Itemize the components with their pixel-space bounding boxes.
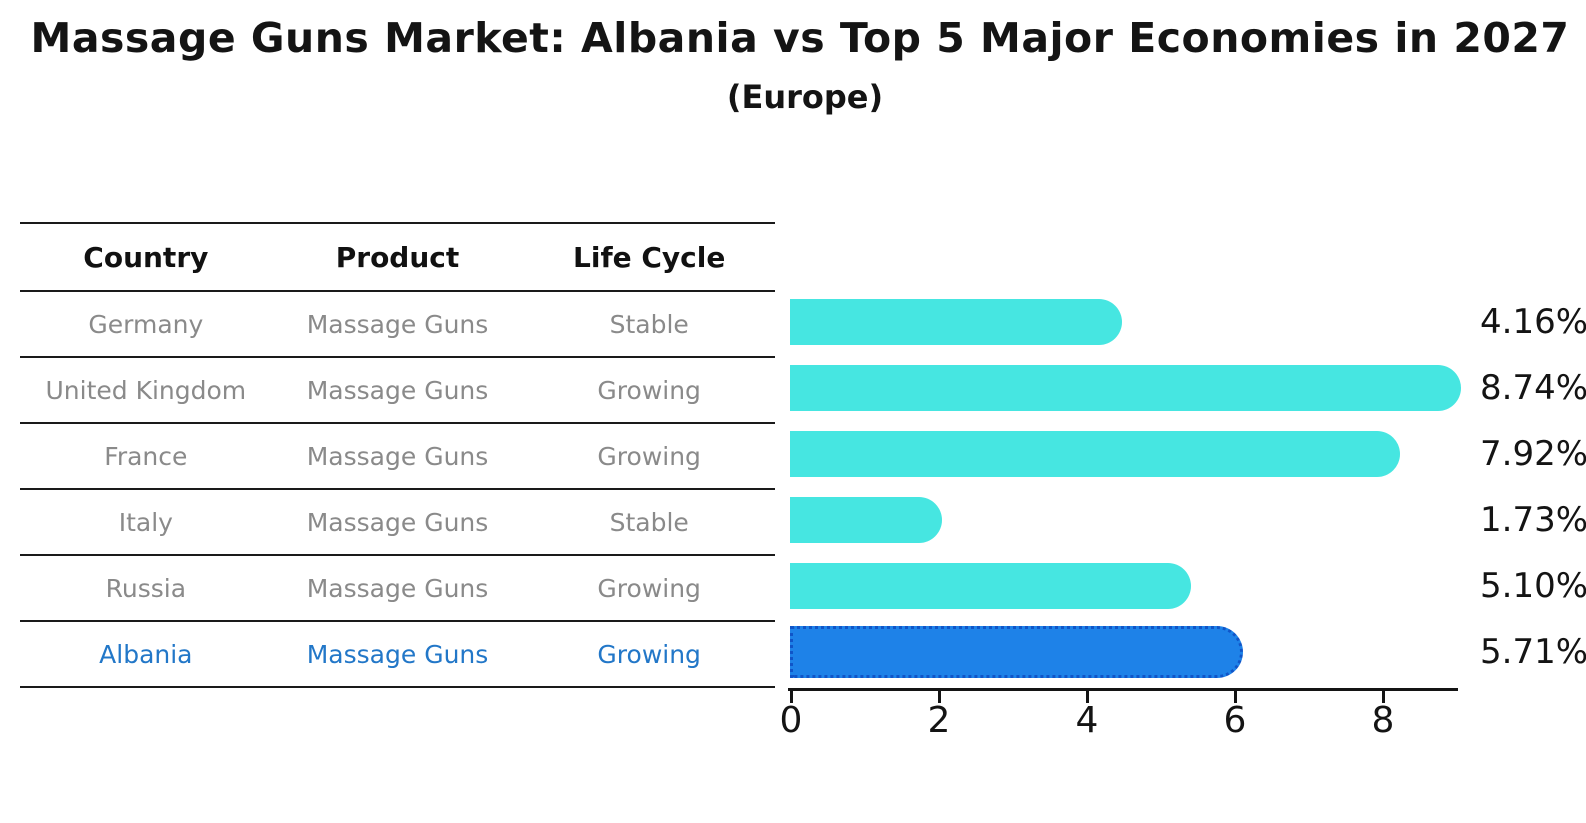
x-axis-tick-label: 2 bbox=[927, 700, 951, 741]
table-cell-country: Russia bbox=[105, 573, 187, 603]
bar-value-label: 8.74% bbox=[1480, 368, 1586, 408]
bar-value-label: 4.16% bbox=[1480, 302, 1586, 342]
table-cell-life-cycle: Growing bbox=[597, 639, 701, 669]
bar-slot bbox=[790, 487, 1490, 553]
table-cell-country: United Kingdom bbox=[45, 375, 247, 405]
table-cell-life-cycle: Growing bbox=[597, 573, 701, 603]
x-axis-tick-label: 4 bbox=[1075, 700, 1099, 741]
value-label-column: 4.16% 8.74% 7.92% 1.73% 5.10% 5.71% bbox=[1480, 289, 1586, 685]
table-row: Albania Massage Guns Growing bbox=[20, 622, 775, 688]
x-axis-tick-mark bbox=[790, 691, 793, 703]
x-axis-tick-mark bbox=[1086, 691, 1089, 703]
table-cell-country: Italy bbox=[118, 507, 173, 537]
table-header-row: Country Product Life Cycle bbox=[20, 222, 775, 292]
bar-united-kingdom bbox=[790, 365, 1461, 411]
table-row: France Massage Guns Growing bbox=[20, 424, 775, 490]
bar-slot bbox=[790, 355, 1490, 421]
table-cell-product: Massage Guns bbox=[306, 309, 489, 339]
x-axis-tick-mark bbox=[1382, 691, 1385, 703]
table-cell-country: France bbox=[104, 441, 188, 471]
bar-value-label: 5.10% bbox=[1480, 566, 1586, 606]
table-row: Italy Massage Guns Stable bbox=[20, 490, 775, 556]
x-axis-tick-mark bbox=[938, 691, 941, 703]
table-body: Germany Massage Guns Stable United Kingdom M… bbox=[20, 292, 775, 688]
column-header-product: Product bbox=[335, 240, 460, 274]
bar-chart-area bbox=[790, 289, 1490, 685]
bar-slot bbox=[790, 553, 1490, 619]
country-table: Country Product Life Cycle Germany Massag… bbox=[20, 222, 775, 688]
x-axis-tick-label: 6 bbox=[1223, 700, 1247, 741]
bar-france bbox=[790, 431, 1400, 477]
bar-germany bbox=[790, 299, 1122, 345]
table-cell-life-cycle: Growing bbox=[597, 441, 701, 471]
bar-value-label: 7.92% bbox=[1480, 434, 1586, 474]
chart-title: Massage Guns Market: Albania vs Top 5 Ma… bbox=[30, 14, 1570, 62]
table-cell-life-cycle: Stable bbox=[609, 507, 689, 537]
table-cell-product: Massage Guns bbox=[306, 375, 489, 405]
table-row: Germany Massage Guns Stable bbox=[20, 292, 775, 358]
table-row: United Kingdom Massage Guns Growing bbox=[20, 358, 775, 424]
column-header-life-cycle: Life Cycle bbox=[573, 240, 726, 274]
bar-value-label: 5.71% bbox=[1480, 632, 1586, 672]
table-cell-country: Germany bbox=[88, 309, 204, 339]
table-cell-product: Massage Guns bbox=[306, 573, 489, 603]
bar-italy bbox=[790, 497, 942, 543]
bar-russia bbox=[790, 563, 1191, 609]
bar-slot bbox=[790, 421, 1490, 487]
bar-slot bbox=[790, 289, 1490, 355]
chart-subtitle: (Europe) bbox=[726, 78, 884, 116]
x-axis-tick-label: 8 bbox=[1371, 700, 1395, 741]
table-cell-product: Massage Guns bbox=[306, 441, 489, 471]
table-row: Russia Massage Guns Growing bbox=[20, 556, 775, 622]
table-cell-life-cycle: Growing bbox=[597, 375, 701, 405]
table-cell-product: Massage Guns bbox=[306, 639, 489, 669]
bar-albania bbox=[790, 626, 1243, 678]
x-axis-tick-mark bbox=[1234, 691, 1237, 703]
x-axis-line bbox=[788, 688, 1458, 691]
table-cell-country: Albania bbox=[99, 639, 193, 669]
bar-slot bbox=[790, 619, 1490, 685]
table-cell-life-cycle: Stable bbox=[609, 309, 689, 339]
table-cell-product: Massage Guns bbox=[306, 507, 489, 537]
column-header-country: Country bbox=[83, 240, 209, 274]
x-axis-tick-label: 0 bbox=[779, 700, 803, 741]
bar-value-label: 1.73% bbox=[1480, 500, 1586, 540]
